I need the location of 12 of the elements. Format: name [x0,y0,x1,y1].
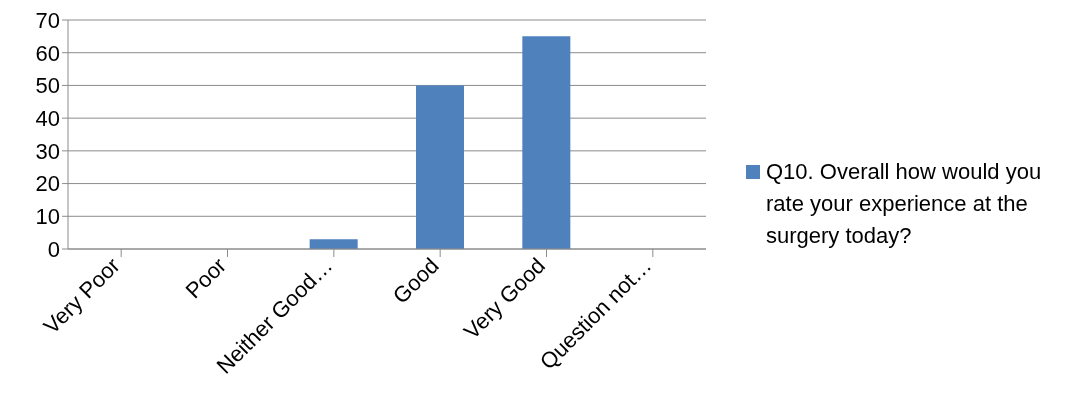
bar [416,85,464,249]
legend-label: Q10. Overall how would you rate your experience at the surgery today? [766,157,1043,250]
y-tick-label: 10 [35,204,60,230]
bar [309,239,358,249]
y-tick-label: 70 [35,7,60,33]
bar [522,36,571,249]
y-tick-label: 40 [35,105,60,131]
y-tick-label: 50 [35,73,60,99]
y-tick-label: 0 [47,236,60,262]
y-tick-label: 30 [35,138,60,164]
y-tick-label: 20 [35,171,60,197]
y-tick-label: 60 [35,40,60,66]
